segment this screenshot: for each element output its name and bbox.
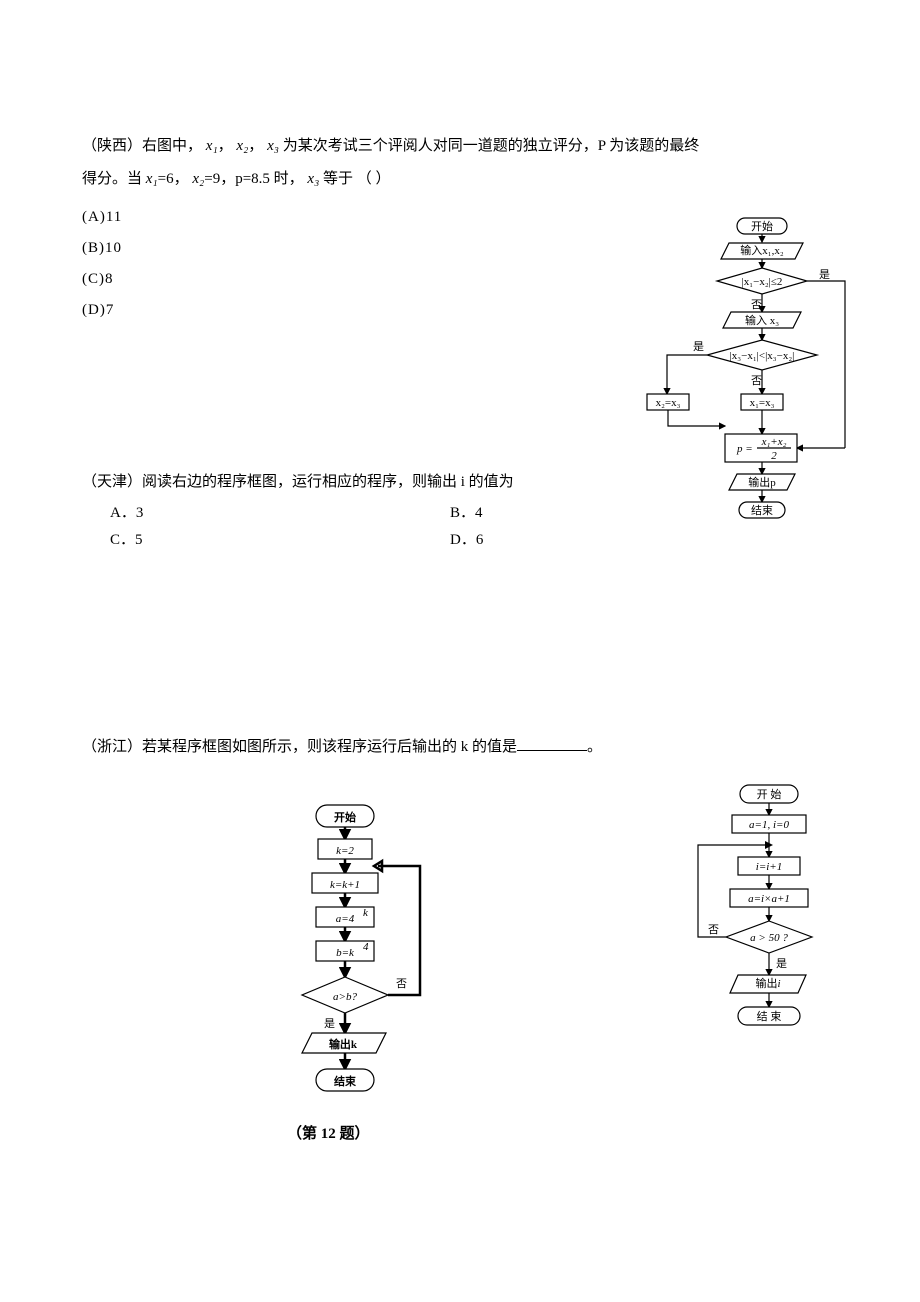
svg-text:是: 是: [693, 340, 704, 353]
svg-text:结 束: 结 束: [757, 1010, 782, 1023]
svg-text:k=2: k=2: [336, 845, 354, 857]
svg-text:a=4: a=4: [336, 913, 355, 925]
svg-text:4: 4: [363, 941, 369, 953]
svg-text:a > 50 ?: a > 50 ?: [750, 932, 788, 944]
figure-caption: （第 12 题）: [287, 1121, 370, 1148]
svg-text:输出k: 输出k: [329, 1037, 358, 1051]
svg-text:是: 是: [819, 268, 830, 281]
svg-text:a=1, i=0: a=1, i=0: [749, 819, 789, 831]
svg-text:开始: 开始: [334, 810, 356, 824]
svg-text:a=i×a+1: a=i×a+1: [748, 893, 790, 905]
q2-opt-d: D．6: [450, 527, 483, 554]
q2-options: A．3 B．4 C．5 D．6: [82, 500, 838, 554]
svg-text:k=k+1: k=k+1: [330, 879, 360, 891]
q3-stem: （浙江）若某程序框图如图所示，则该程序运行后输出的 k 的值是。: [82, 734, 838, 761]
var-x2: x₂: [236, 138, 248, 154]
svg-text:是: 是: [776, 957, 787, 970]
svg-text:输入 x₃: 输入 x₃: [745, 313, 779, 327]
flowchart-zhejiang: 开始 k=2 k=k+1 a=4 k b=k 4 a>b? 否 是 输出k: [272, 801, 437, 1141]
svg-text:|x₁−x₂|≤2: |x₁−x₂|≤2: [742, 276, 783, 288]
question-zhejiang: （浙江）若某程序框图如图所示，则该程序运行后输出的 k 的值是。 开始 k=2 …: [82, 734, 838, 1161]
q1-source: （陕西）: [82, 138, 142, 154]
svg-text:x₂=x₃: x₂=x₃: [656, 397, 681, 409]
fill-blank: [517, 736, 587, 751]
q2-opt-b: B．4: [450, 500, 483, 527]
flowchart-tianjin: 开 始 a=1, i=0 i=i+1 a=i×a+1 a > 50 ? 否 是 …: [680, 783, 850, 1073]
svg-text:开始: 开始: [751, 219, 773, 233]
var-x1: x₁: [206, 138, 218, 154]
q1-text-a: 右图中，: [142, 138, 202, 154]
svg-text:b=k: b=k: [336, 947, 355, 959]
q2-opt-c: C．5: [110, 527, 450, 554]
svg-text:输入x₁,x₂: 输入x₁,x₂: [740, 243, 784, 257]
svg-text:否: 否: [396, 978, 407, 990]
svg-text:结束: 结束: [333, 1074, 357, 1088]
svg-text:是: 是: [324, 1017, 335, 1030]
svg-text:否: 否: [751, 299, 762, 311]
var-x3: x₃: [267, 138, 279, 154]
svg-text:否: 否: [708, 924, 719, 936]
svg-text:|x₃−x₁|<|x₃−x₂|: |x₃−x₁|<|x₃−x₂|: [730, 350, 795, 362]
svg-text:i=i+1: i=i+1: [756, 861, 782, 873]
q3-source: （浙江）: [82, 739, 142, 755]
svg-text:开 始: 开 始: [757, 787, 782, 801]
svg-text:a>b?: a>b?: [333, 991, 357, 1003]
q1-text-c: 得分。当: [82, 171, 142, 187]
svg-text:2: 2: [771, 450, 777, 462]
svg-text:x₁+x₂: x₁+x₂: [761, 436, 787, 448]
question-tianjin: （天津）阅读右边的程序框图，运行相应的程序，则输出 i 的值为 A．3 B．4 …: [82, 469, 838, 554]
question-shaanxi: （陕西）右图中， x₁， x₂， x₃ 为某次考试三个评阅人对同一道题的独立评分…: [82, 130, 838, 324]
q2-opt-a: A．3: [110, 500, 450, 527]
q1-text-d: 等于 （ ）: [323, 171, 391, 187]
svg-text:输出i: 输出i: [755, 976, 780, 990]
q2-stem: （天津）阅读右边的程序框图，运行相应的程序，则输出 i 的值为: [82, 469, 838, 496]
q2-source: （天津）: [82, 474, 142, 490]
svg-text:否: 否: [751, 375, 762, 387]
flowcharts-row: 开始 k=2 k=k+1 a=4 k b=k 4 a>b? 否 是 输出k: [82, 801, 838, 1161]
q1-text-b: 为某次考试三个评阅人对同一道题的独立评分，P 为该题的最终: [283, 138, 700, 154]
svg-text:p =: p =: [736, 443, 753, 455]
svg-text:x₁=x₃: x₁=x₃: [750, 397, 775, 409]
q1-stem: （陕西）右图中， x₁， x₂， x₃ 为某次考试三个评阅人对同一道题的独立评分…: [82, 130, 838, 196]
